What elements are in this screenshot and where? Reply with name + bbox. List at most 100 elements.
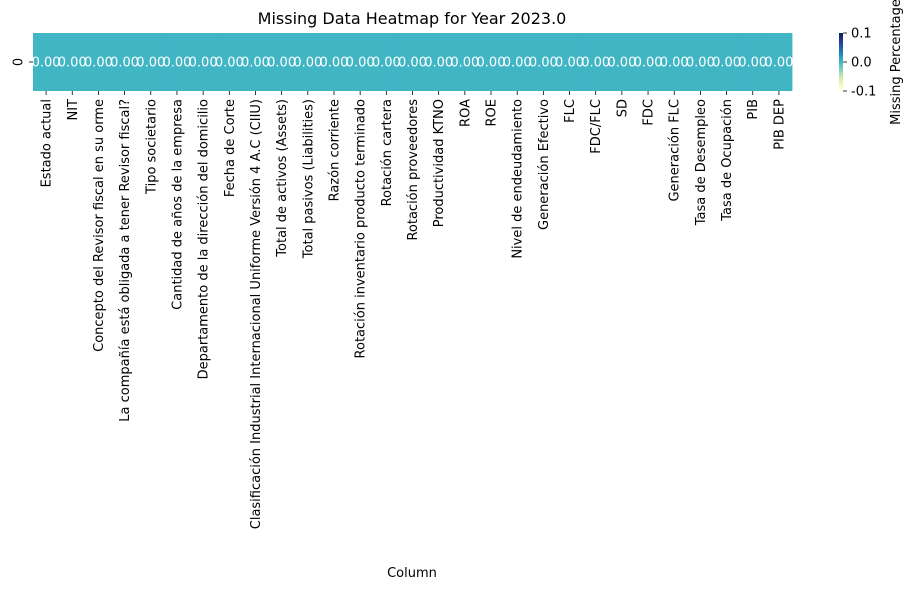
heatmap-cell — [713, 33, 741, 91]
cell-value-label: 0.00 — [84, 56, 113, 71]
heatmap-cell — [530, 33, 557, 91]
cell-value-label: 0.00 — [555, 56, 584, 71]
x-tick-label: PIB DEP — [772, 99, 787, 150]
x-tick-label: La compañía está obligada a tener Reviso… — [118, 99, 133, 422]
cell-value-label: 0.00 — [58, 56, 87, 71]
heatmap-cell — [373, 33, 400, 91]
colorbar-tick-label: 0.0 — [851, 56, 872, 71]
cell-value-label: 0.00 — [503, 56, 532, 71]
heatmap-cell — [33, 33, 60, 91]
x-tick-label: Productividad KTNO — [432, 99, 447, 227]
x-tick-label: Departamento de la dirección del domicil… — [197, 99, 212, 379]
x-tick-label: SD — [615, 99, 630, 117]
x-axis-label: Column — [387, 566, 437, 581]
cell-value-label: 0.00 — [136, 56, 165, 71]
cell-value-label: 0.00 — [660, 56, 689, 71]
y-axis: 0 — [12, 58, 33, 66]
x-tick-label: FDC/FLC — [589, 99, 604, 154]
x-tick-label: Tipo societario — [144, 99, 159, 195]
cell-value-label: 0.00 — [372, 56, 401, 71]
heatmap-cell — [451, 33, 479, 91]
heatmap-cell — [59, 33, 86, 91]
cell-value-label: 0.00 — [581, 56, 610, 71]
x-tick-label: PIB — [746, 99, 761, 120]
x-tick-label: ROA — [458, 99, 473, 127]
heatmap-cell — [582, 33, 610, 91]
cell-value-label: 0.00 — [320, 56, 349, 71]
heatmap-cell — [399, 33, 426, 91]
cell-value-label: 0.00 — [529, 56, 558, 71]
heatmap-cell — [190, 33, 217, 91]
cell-value-label: 0.00 — [267, 56, 296, 71]
cell-value-label: 0.00 — [189, 56, 218, 71]
heatmap-cell — [347, 33, 374, 91]
cell-value-label: 0.00 — [162, 56, 191, 71]
cell-value-label: 0.00 — [424, 56, 453, 71]
heatmap-cell — [504, 33, 531, 91]
heatmap-cell — [294, 33, 322, 91]
cell-value-label: 0.00 — [346, 56, 375, 71]
colorbar-label: Missing Percentage — [889, 0, 904, 125]
x-tick-label: Rotación inventario producto terminado — [354, 99, 369, 358]
x-tick-label: Generación Efectivo — [537, 99, 552, 230]
cell-value-label: 0.00 — [686, 56, 715, 71]
heatmap-cell — [739, 33, 767, 91]
cell-value-label: 0.00 — [398, 56, 427, 71]
x-tick-label: Clasificación Industrial Internacional U… — [249, 99, 264, 529]
x-tick-label: Tasa de Desempleo — [694, 99, 709, 226]
heatmap-cell — [137, 33, 165, 91]
heatmap-cell — [634, 33, 662, 91]
heatmap-cell — [85, 33, 112, 91]
colorbar-ticks: 0.1 0.0 -0.1 — [843, 27, 876, 100]
heatmap-cell — [661, 33, 688, 91]
cell-value-label: 0.00 — [241, 56, 270, 71]
cell-labels: 0.000.000.000.000.000.000.000.000.000.00… — [32, 56, 794, 71]
cell-value-label: 0.00 — [215, 56, 244, 71]
heatmap-cell — [477, 33, 505, 91]
x-tick-label: Generación FLC — [668, 99, 683, 202]
x-tick-label: Rotación cartera — [380, 99, 395, 206]
chart-title: Missing Data Heatmap for Year 2023.0 — [258, 9, 567, 28]
x-tick-label: Fecha de Corte — [223, 99, 238, 197]
heatmap-cell — [268, 33, 296, 91]
cell-value-label: 0.00 — [634, 56, 663, 71]
x-tick-label: Razón corriente — [327, 99, 342, 201]
colorbar-tick-label: 0.1 — [851, 27, 872, 42]
cell-value-label: 0.00 — [712, 56, 741, 71]
cell-value-label: 0.00 — [110, 56, 139, 71]
x-tick-label: Total pasivos (Liabilities) — [301, 99, 316, 259]
x-axis: Estado actual NIT Concepto del Revisor fis… — [40, 91, 787, 529]
x-tick-label: Rotación proveedores — [406, 99, 421, 241]
cell-value-label: 0.00 — [607, 56, 636, 71]
cell-value-label: 0.00 — [477, 56, 506, 71]
x-tick-label: FDC — [642, 99, 657, 126]
x-tick-label: NIT — [66, 99, 81, 121]
x-tick-label: Cantidad de años de la empresa — [170, 99, 185, 310]
x-tick-label: Concepto del Revisor fiscal en su orme — [92, 99, 107, 352]
cell-value-label: 0.00 — [764, 56, 793, 71]
x-tick-label: Total de activos (Assets) — [275, 99, 290, 258]
x-tick-label: Estado actual — [40, 99, 55, 187]
x-tick-label: Tasa de Ocupación — [720, 99, 735, 222]
heatmap-cell — [111, 33, 139, 91]
x-tick-label: FLC — [563, 99, 578, 123]
heatmap-cell — [425, 33, 453, 91]
cell-value-label: 0.00 — [450, 56, 479, 71]
heatmap-cell — [556, 33, 584, 91]
colorbar-gradient — [839, 33, 843, 91]
heatmap-cell — [765, 33, 793, 91]
x-tick-label: ROE — [485, 99, 500, 126]
heatmap-cell — [608, 33, 636, 91]
cell-value-label: 0.00 — [738, 56, 767, 71]
x-tick-label: Nivel de endeudamiento — [511, 99, 526, 259]
heatmap-cell — [320, 33, 348, 91]
colorbar: 0.1 0.0 -0.1 Missing Percentage — [839, 0, 904, 125]
cell-value-label: 0.00 — [32, 56, 61, 71]
y-tick-label: 0 — [12, 58, 27, 66]
heatmap-cell — [687, 33, 714, 91]
heatmap-cell — [216, 33, 243, 91]
heatmap-cells — [33, 33, 793, 91]
cell-value-label: 0.00 — [293, 56, 322, 71]
heatmap-cell — [163, 33, 191, 91]
